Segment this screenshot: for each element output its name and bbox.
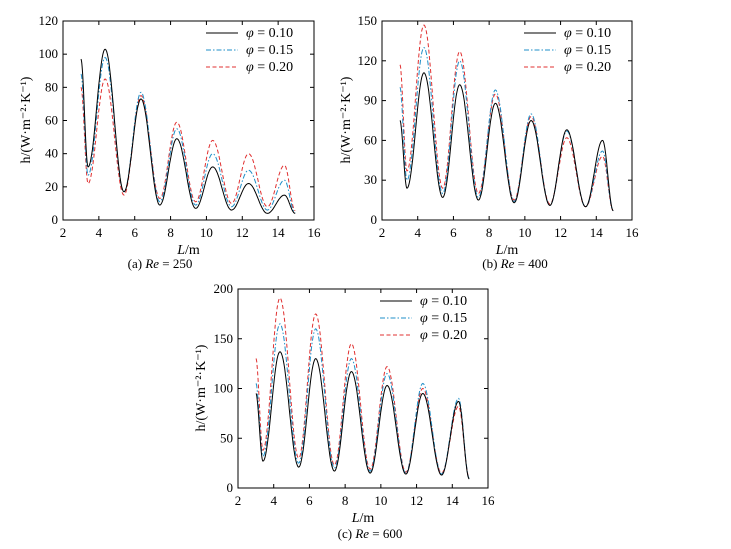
x-tick-label: 6 [306,493,313,508]
y-tick-label: 100 [214,381,234,396]
x-tick-label: 2 [60,225,67,240]
series-line-3 [255,297,470,478]
y-tick-label: 40 [45,146,58,161]
x-tick-label: 8 [342,493,349,508]
y-tick-label: 30 [364,172,377,187]
x-tick-label: 6 [450,225,457,240]
x-tick-label: 2 [235,493,242,508]
chart-caption: (c) Re = 600 [338,526,403,541]
x-tick-label: 4 [414,225,421,240]
y-tick-label: 120 [358,53,378,68]
chart-panel-a: 2 4 6 8 10 12 14 16 0 20 40 60 80 100 120 L/m h/(W·m⁻²·K… [19,13,321,271]
x-tick-label: 8 [486,225,493,240]
y-axis-label: h/(W·m⁻²·K⁻¹) [194,344,209,431]
x-tick-label: 8 [167,225,174,240]
x-tick-label: 12 [236,225,249,240]
x-axis-label: L/m [495,243,519,258]
chart-panel-c: 2 4 6 8 10 12 14 16 0 50 100 150 200 L/m h/(W·m⁻²·K⁻¹)… [194,281,495,541]
series-line-1 [80,48,296,214]
plot-frame [381,20,633,221]
x-tick-label: 16 [308,225,322,240]
y-tick-label: 60 [45,113,58,128]
x-tick-label: 14 [590,225,604,240]
y-tick-label: 20 [45,179,58,194]
y-tick-label: 80 [45,79,58,94]
y-tick-label: 90 [364,93,377,108]
y-tick-label: 200 [214,281,234,296]
chart-caption: (b) Re = 400 [482,256,547,271]
legend-entry: φ = 0.15 [420,311,467,326]
legend-entry: φ = 0.20 [564,60,611,75]
x-tick-label: 4 [96,225,103,240]
series-line-2 [80,56,296,214]
legend-entry: φ = 0.10 [420,294,467,309]
legend-entry: φ = 0.15 [246,43,293,58]
y-axis-label: h/(W·m⁻²·K⁻¹) [339,76,354,163]
series-line-1 [255,351,470,480]
chart-caption: (a) Re = 250 [128,256,193,271]
x-axis-label: L/m [351,511,375,526]
legend-entry: φ = 0.20 [246,60,293,75]
y-tick-label: 0 [52,212,59,227]
x-tick-label: 2 [379,225,386,240]
x-tick-label: 12 [410,493,423,508]
x-tick-label: 16 [626,225,640,240]
y-tick-label: 120 [39,13,59,28]
x-tick-label: 4 [270,493,277,508]
series-line-2 [255,323,470,479]
chart-panel-b: 2 4 6 8 10 12 14 16 0 30 60 90 120 150 L/m h/(W·m⁻²·K⁻¹… [339,13,639,271]
y-tick-label: 150 [358,13,378,28]
x-axis-label: L/m [176,243,200,258]
y-tick-label: 0 [371,212,378,227]
x-tick-label: 14 [446,493,460,508]
legend-entry: φ = 0.15 [564,43,611,58]
x-tick-label: 10 [518,225,531,240]
series-line-3 [80,78,296,212]
x-tick-label: 12 [554,225,567,240]
y-tick-label: 50 [220,430,233,445]
legend-entry: φ = 0.10 [564,26,611,41]
x-tick-label: 6 [131,225,138,240]
legend-entry: φ = 0.10 [246,26,293,41]
y-tick-label: 100 [39,46,59,61]
y-tick-label: 60 [364,132,377,147]
x-tick-label: 14 [272,225,286,240]
y-axis-label: h/(W·m⁻²·K⁻¹) [19,76,34,163]
x-tick-label: 10 [200,225,213,240]
series-line-1 [399,72,614,212]
legend-entry: φ = 0.20 [420,328,467,343]
x-tick-label: 10 [374,493,387,508]
y-tick-label: 150 [214,331,234,346]
x-tick-label: 16 [482,493,496,508]
y-tick-label: 0 [227,480,234,495]
